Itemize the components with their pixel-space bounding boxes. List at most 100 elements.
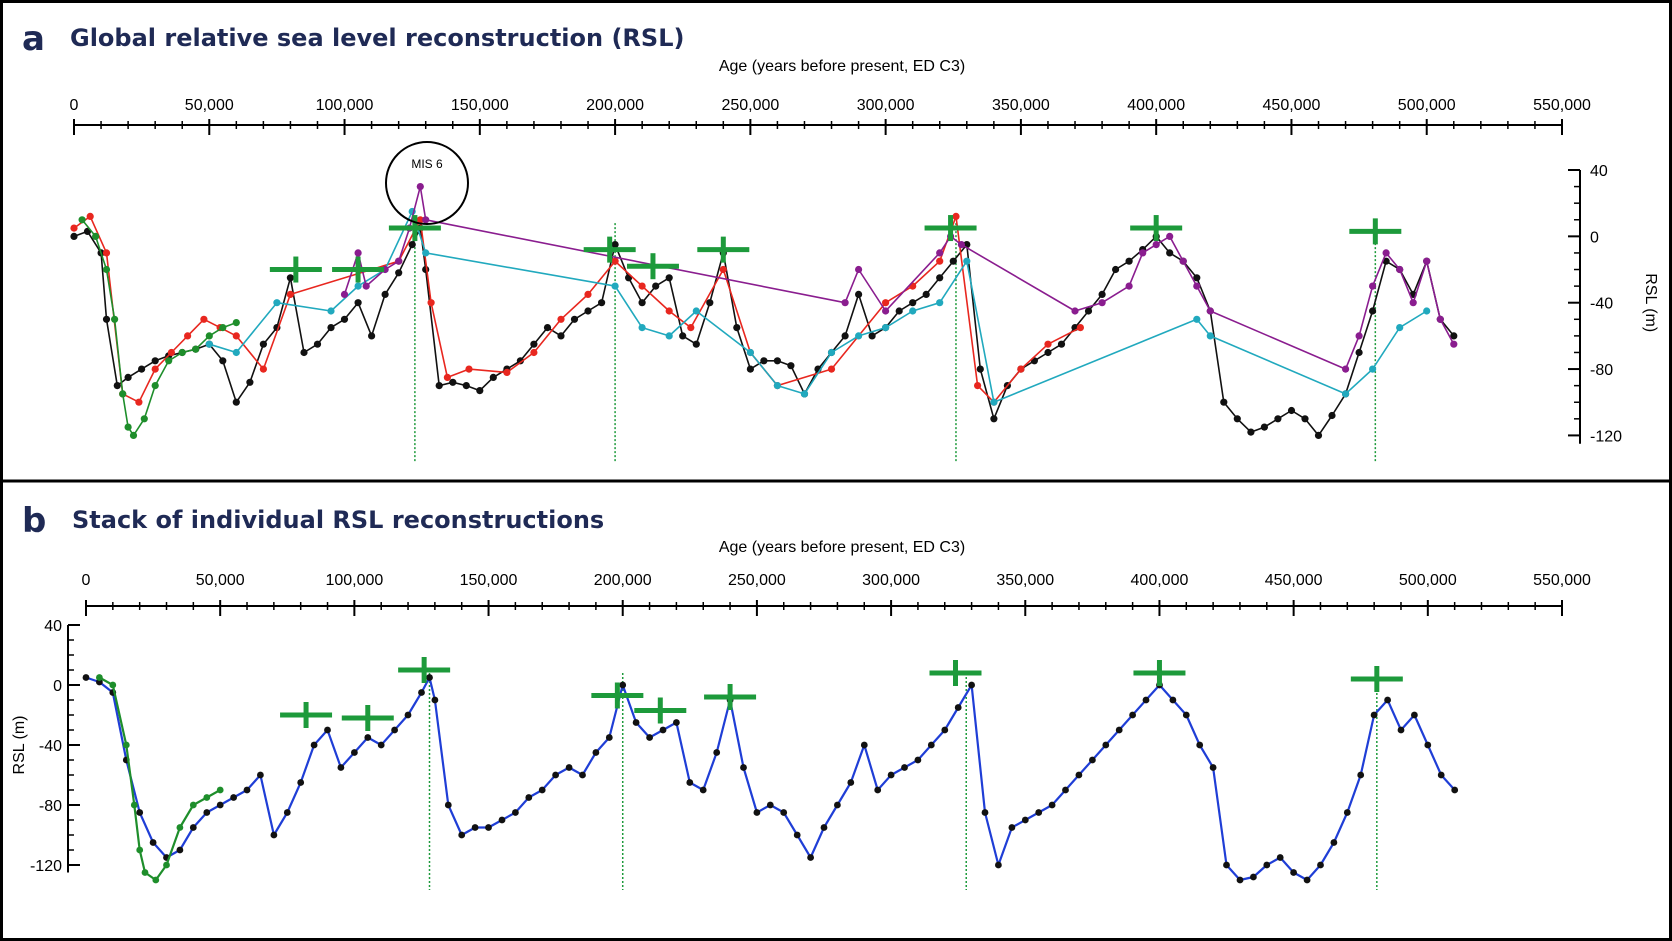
data-point-blue bbox=[1357, 771, 1365, 779]
data-point-black bbox=[746, 365, 755, 373]
data-point-blue bbox=[579, 771, 586, 779]
x-tick-label: 300,000 bbox=[857, 97, 915, 114]
data-point-black bbox=[300, 348, 308, 357]
data-point-blue bbox=[216, 801, 224, 809]
data-point-purple bbox=[1152, 241, 1160, 249]
data-point-black bbox=[516, 357, 525, 365]
data-point-blue bbox=[1317, 861, 1324, 869]
data-point-purple bbox=[1206, 307, 1214, 315]
data-point-blue bbox=[1290, 869, 1297, 876]
data-point-blue bbox=[646, 734, 653, 741]
data-point-purple bbox=[340, 290, 349, 298]
data-point-blue bbox=[1384, 696, 1391, 704]
data-point-cyan bbox=[327, 307, 335, 315]
data-point-cyan bbox=[638, 324, 646, 332]
data-point-blue bbox=[364, 734, 372, 741]
data-point-red bbox=[719, 265, 727, 274]
data-point-red bbox=[70, 224, 78, 232]
data-point-blue bbox=[1182, 711, 1190, 719]
data-point-black bbox=[638, 299, 646, 307]
data-point-blue bbox=[1250, 873, 1257, 881]
data-point-black bbox=[706, 299, 714, 307]
data-point-cyan bbox=[990, 398, 998, 406]
data-point-black bbox=[1287, 406, 1296, 415]
data-point-blue bbox=[1142, 696, 1150, 704]
data-point-blue bbox=[1196, 741, 1204, 749]
data-point-purple bbox=[882, 307, 890, 315]
data-point-black bbox=[652, 282, 660, 290]
data-point-green bbox=[205, 332, 213, 340]
data-point-blue bbox=[632, 719, 640, 726]
data-point-red bbox=[827, 365, 836, 373]
data-point-blue bbox=[418, 689, 425, 696]
data-point-black bbox=[489, 373, 497, 381]
data-point-blue bbox=[1263, 861, 1271, 869]
data-point-black bbox=[381, 290, 389, 298]
data-point-black bbox=[557, 332, 565, 340]
data-point-cyan bbox=[205, 340, 213, 348]
data-point-blue bbox=[659, 726, 667, 734]
data-point-black bbox=[1328, 411, 1336, 420]
panel-a-letter: a bbox=[22, 19, 45, 59]
data-point-black bbox=[354, 299, 362, 307]
data-point-blue bbox=[901, 764, 908, 771]
data-point-blue bbox=[1129, 711, 1136, 719]
data-point-green bbox=[189, 801, 197, 809]
data-point-black bbox=[1301, 415, 1309, 423]
data-point-red bbox=[687, 324, 695, 332]
data-point-blue bbox=[941, 726, 949, 734]
data-point-blue bbox=[203, 809, 211, 816]
data-point-red bbox=[952, 212, 960, 220]
data-point-red bbox=[465, 365, 473, 373]
data-point-black bbox=[909, 299, 917, 307]
data-point-black bbox=[1098, 290, 1106, 298]
data-point-cyan bbox=[1342, 390, 1350, 398]
data-point-cyan bbox=[665, 332, 673, 340]
data-point-green bbox=[151, 382, 159, 390]
data-point-green bbox=[152, 876, 160, 884]
data-point-blue bbox=[780, 809, 788, 816]
data-point-blue bbox=[270, 831, 278, 839]
data-point-green bbox=[136, 846, 144, 854]
x-tick-label: 150,000 bbox=[460, 572, 518, 589]
data-point-red bbox=[167, 348, 175, 357]
data-point-cyan bbox=[746, 348, 755, 357]
data-point-red bbox=[286, 290, 294, 298]
data-point-red bbox=[1076, 324, 1084, 332]
data-point-black bbox=[1084, 307, 1093, 315]
data-point-black bbox=[976, 365, 984, 373]
panel-a-x-axis-title: Age (years before present, ED C3) bbox=[719, 58, 965, 75]
data-point-black bbox=[449, 378, 457, 386]
data-point-blue bbox=[887, 771, 895, 779]
data-point-blue bbox=[766, 801, 774, 809]
data-point-blue bbox=[981, 809, 989, 816]
data-point-blue bbox=[1209, 764, 1217, 771]
data-point-black bbox=[70, 232, 78, 240]
data-point-black bbox=[1125, 257, 1133, 265]
data-point-red bbox=[184, 332, 192, 340]
data-point-blue bbox=[1397, 726, 1405, 734]
data-point-black bbox=[543, 324, 552, 332]
data-point-black bbox=[1314, 431, 1323, 439]
data-point-blue bbox=[1089, 756, 1096, 764]
data-point-black bbox=[462, 382, 470, 390]
data-point-red bbox=[86, 212, 94, 220]
data-point-green bbox=[165, 357, 173, 365]
data-point-red bbox=[427, 299, 435, 307]
data-point-black bbox=[760, 357, 768, 365]
data-point-black bbox=[1112, 265, 1120, 274]
data-point-blue bbox=[1303, 876, 1311, 884]
data-point-black bbox=[1193, 274, 1201, 282]
panel-a-title: Global relative sea level reconstruction… bbox=[70, 24, 684, 52]
data-point-red bbox=[151, 365, 159, 373]
x-tick-label: 50,000 bbox=[185, 97, 234, 114]
series-line-black bbox=[73, 227, 1455, 437]
data-point-red bbox=[882, 299, 890, 307]
data-point-black bbox=[922, 290, 930, 298]
data-point-blue bbox=[297, 779, 305, 786]
data-point-cyan bbox=[936, 299, 944, 307]
data-point-red bbox=[665, 307, 673, 315]
data-point-black bbox=[313, 340, 322, 348]
data-point-black bbox=[151, 357, 159, 365]
